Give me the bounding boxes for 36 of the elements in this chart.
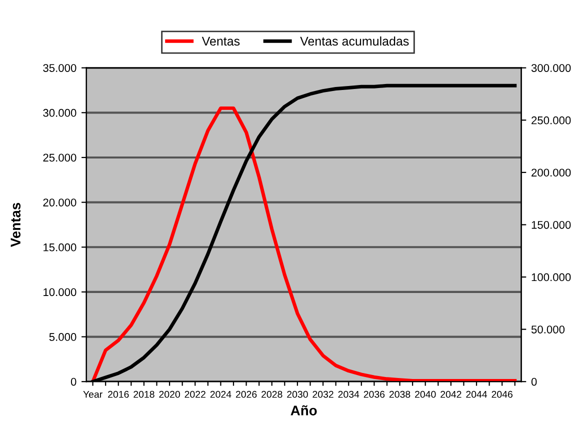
y-tick-label: 0 <box>70 378 76 386</box>
x-tick-label: 2030 <box>287 390 308 398</box>
legend-label: Ventas <box>202 36 240 46</box>
y-tick-label: 25.000 <box>43 154 76 162</box>
y-tick-label: 10.000 <box>44 288 76 296</box>
y2-tick-label: 200.000 <box>532 168 571 177</box>
y-axis-title: Ventas <box>10 202 21 248</box>
x-tick-label: Year <box>83 390 102 398</box>
x-tick-label: 2026 <box>236 390 257 398</box>
x-tick-label: 2022 <box>184 390 206 398</box>
x-tick-label: 2032 <box>312 390 334 398</box>
x-tick-label: 2046 <box>492 390 512 398</box>
y-tick-label: 20.000 <box>43 198 76 206</box>
legend-label: Ventas acumuladas <box>300 36 409 46</box>
x-tick-label: 2034 <box>338 390 360 398</box>
y-tick-label: 30.000 <box>43 108 76 117</box>
y-tick-label: 35.000 <box>43 64 76 72</box>
x-axis-title: Año <box>290 405 317 416</box>
y-tick-label: 5.000 <box>49 333 76 341</box>
y2-tick-label: 0 <box>531 378 537 386</box>
y2-tick-label: 300.000 <box>531 64 571 72</box>
x-tick-label: 2038 <box>389 390 410 398</box>
y2-tick-label: 250.000 <box>532 116 571 124</box>
y2-tick-label: 100.000 <box>532 273 571 282</box>
y-tick-label: 15.000 <box>44 243 76 252</box>
y2-tick-label: 150.000 <box>532 220 571 229</box>
x-tick-label: 2044 <box>466 390 488 398</box>
x-tick-label: 2042 <box>440 390 462 398</box>
x-tick-label: 2024 <box>210 390 232 398</box>
x-tick-label: 2016 <box>108 390 129 398</box>
x-tick-label: 2036 <box>364 390 385 398</box>
x-tick-label: 2040 <box>415 390 436 398</box>
x-tick-label: 2020 <box>159 390 180 398</box>
x-tick-label: 2028 <box>262 390 282 398</box>
x-tick-label: 2018 <box>134 390 154 398</box>
y2-tick-label: 50.000 <box>531 326 565 334</box>
